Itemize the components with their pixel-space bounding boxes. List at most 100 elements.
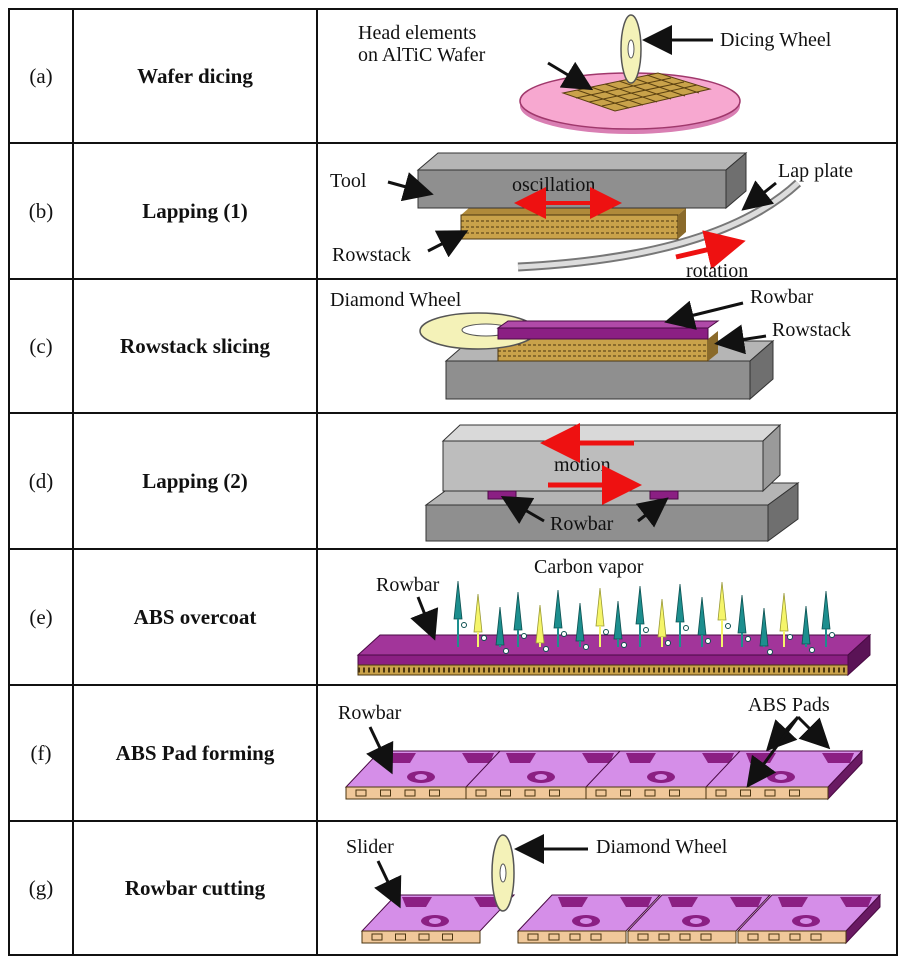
slider xyxy=(704,750,864,800)
rowbar-left xyxy=(487,490,517,500)
callout-rowbar: Rowbar xyxy=(750,286,814,308)
step-name: Lapping (1) xyxy=(72,142,318,280)
callout-slider: Slider xyxy=(346,836,394,858)
lapping-1-illustration: oscillation Tool Rowstack Lap plate rota… xyxy=(330,151,853,277)
rowstack xyxy=(460,208,686,240)
slider xyxy=(736,894,882,944)
step-illustration: Rowbar Carbon vapor xyxy=(316,548,898,686)
callout-tool: Tool xyxy=(330,170,367,192)
rowbar xyxy=(496,320,720,340)
callout-abs-pads: ABS Pads xyxy=(748,694,830,716)
step-label: (e) xyxy=(8,548,74,686)
arrow-slider xyxy=(374,860,402,909)
step-label: (d) xyxy=(8,412,74,550)
vapor-particle xyxy=(453,580,463,620)
step-row-d: (d) Lapping (2) xyxy=(8,412,898,550)
rotation-arrow xyxy=(675,230,746,270)
step-label: (g) xyxy=(8,820,74,956)
arrow-rowbar-left xyxy=(500,495,545,525)
step-row-c: (c) Rowstack slicing xyxy=(8,278,898,414)
arrow-rowbar xyxy=(410,596,439,641)
rowstack-slicing-illustration: Diamond Wheel Rowbar Rowstack xyxy=(330,286,851,401)
vapor-particle xyxy=(635,585,645,625)
callout-rowstack: Rowstack xyxy=(332,244,411,266)
lapping-2-illustration: motion Rowbar xyxy=(424,423,800,542)
step-row-a: (a) Wafer dicing xyxy=(8,8,898,144)
step-label: (b) xyxy=(8,142,74,280)
callout-rowstack: Rowstack xyxy=(772,319,851,341)
rowbar-right xyxy=(649,490,679,500)
wafer-dicing-illustration: Head elements on AlTiC Wafer Dicing Whee… xyxy=(358,14,832,134)
vapor-particle xyxy=(575,602,585,642)
vapor-particle xyxy=(737,594,747,634)
vapor-particle xyxy=(801,605,811,645)
step-row-b: (b) Lapping (1) xyxy=(8,142,898,280)
slider xyxy=(516,894,662,944)
step-illustration: Diamond Wheel Rowbar Rowstack xyxy=(316,278,898,414)
callout-diamond-wheel: Diamond Wheel xyxy=(330,289,462,311)
callout-rowbar: Rowbar xyxy=(550,513,614,535)
callout-altic-wafer: on AlTiC Wafer xyxy=(358,44,486,66)
callout-lap-plate: Lap plate xyxy=(778,160,853,182)
step-name: ABS Pad forming xyxy=(72,684,318,822)
slider xyxy=(464,750,624,800)
arrow-tool xyxy=(387,172,434,202)
abs-overcoat-illustration: Rowbar Carbon vapor xyxy=(356,556,872,677)
arrow-abs-pad-3 xyxy=(746,716,800,788)
vapor-particle xyxy=(513,591,523,631)
vapor-particle xyxy=(821,590,831,630)
arrow-rowstack xyxy=(714,324,767,355)
step-row-e: (e) ABS overcoat Rowbar Carbon vapor xyxy=(8,548,898,686)
arrow-head-elements xyxy=(547,61,594,91)
callout-rowbar: Rowbar xyxy=(376,574,440,596)
vapor-particle xyxy=(595,587,605,627)
vapor-particle xyxy=(759,607,769,647)
slider xyxy=(360,894,516,944)
arrow-rowbar-right xyxy=(635,497,669,528)
slider xyxy=(626,894,772,944)
lapping-tool xyxy=(441,423,782,493)
step-illustration: oscillation Tool Rowstack Lap plate rota… xyxy=(316,142,898,280)
arrow-lap-plate xyxy=(741,180,777,211)
callout-dicing-wheel: Dicing Wheel xyxy=(720,29,832,51)
step-name: ABS overcoat xyxy=(72,548,318,686)
vapor-particle xyxy=(613,600,623,640)
process-table: (a) Wafer dicing xyxy=(8,8,898,956)
step-illustration: motion Rowbar xyxy=(316,412,898,550)
callout-diamond-wheel: Diamond Wheel xyxy=(596,836,728,858)
rowbar xyxy=(356,633,872,677)
vapor-particle xyxy=(553,589,563,629)
step-name: Rowstack slicing xyxy=(72,278,318,414)
callout-motion: motion xyxy=(554,454,611,476)
vapor-particle xyxy=(473,593,483,633)
step-name: Wafer dicing xyxy=(72,8,318,144)
step-row-g: (g) Rowbar cutting Slider Diamond Wheel xyxy=(8,820,898,956)
rowbar-cutting-illustration: Slider Diamond Wheel xyxy=(346,834,882,945)
step-illustration: Slider Diamond Wheel xyxy=(316,820,898,956)
step-illustration: Head elements on AlTiC Wafer Dicing Whee… xyxy=(316,8,898,144)
step-name: Rowbar cutting xyxy=(72,820,318,956)
step-label: (f) xyxy=(8,684,74,822)
vapor-particle xyxy=(717,581,727,621)
callout-rowbar: Rowbar xyxy=(338,702,402,724)
abs-pad-forming-illustration: Rowbar ABS Pads xyxy=(338,694,864,801)
vapor-particle xyxy=(697,596,707,636)
arrow-abs-pad-2 xyxy=(796,715,831,750)
carbon-vapor-particles xyxy=(453,580,835,655)
vapor-particle xyxy=(495,606,505,646)
step-label: (c) xyxy=(8,278,74,414)
vapor-particle xyxy=(657,598,667,638)
step-row-f: (f) ABS Pad forming Rowbar ABS Pads xyxy=(8,684,898,822)
rowbar-with-pads xyxy=(344,749,864,801)
vapor-particle xyxy=(535,604,545,644)
vapor-particle xyxy=(779,592,789,632)
step-illustration: Rowbar ABS Pads xyxy=(316,684,898,822)
callout-carbon-vapor: Carbon vapor xyxy=(534,556,644,578)
callout-rotation: rotation xyxy=(686,260,748,277)
step-label: (a) xyxy=(8,8,74,144)
vapor-particle xyxy=(675,583,685,623)
arrow-rowbar xyxy=(664,300,744,330)
callout-oscillation: oscillation xyxy=(512,174,595,196)
step-name: Lapping (2) xyxy=(72,412,318,550)
